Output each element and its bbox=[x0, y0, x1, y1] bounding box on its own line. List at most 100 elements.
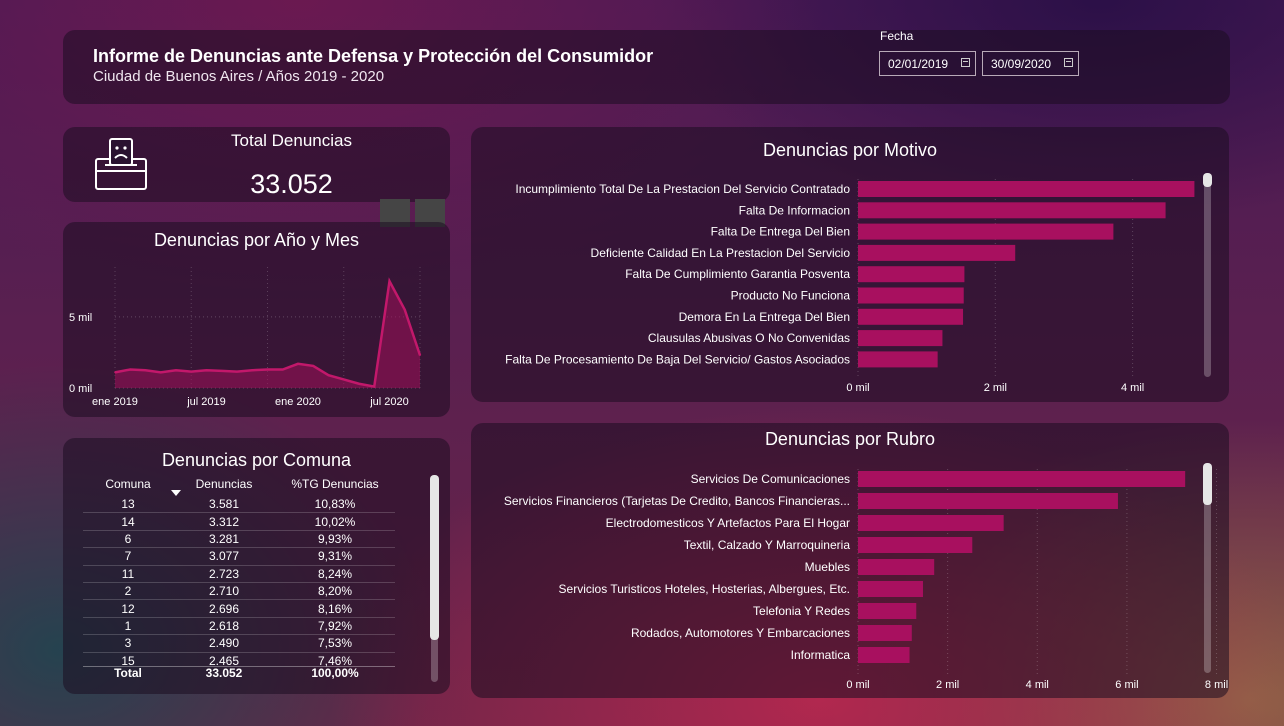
comuna-cell: 1 bbox=[83, 617, 173, 636]
column-header-comuna[interactable]: Comuna bbox=[105, 477, 151, 491]
bar bbox=[858, 471, 1186, 487]
x-tick-label: jul 2019 bbox=[186, 396, 226, 408]
denuncias-cell: 3.312 bbox=[173, 512, 275, 531]
table-row[interactable]: 3 2.490 7,53% bbox=[83, 634, 395, 653]
denuncias-cell: 2.465 bbox=[208, 653, 240, 668]
pct-cell: 9,93% bbox=[275, 530, 395, 549]
table-row[interactable]: 2 2.710 8,20% bbox=[83, 582, 395, 601]
pct-cell: 10,02% bbox=[275, 512, 395, 531]
category-label: Falta De Procesamiento De Baja Del Servi… bbox=[505, 352, 850, 366]
comuna-cell: 13 bbox=[83, 496, 173, 514]
area-fill bbox=[115, 281, 420, 388]
pct-cell: 7,92% bbox=[275, 617, 395, 636]
table-row[interactable]: 11 2.723 8,24% bbox=[83, 565, 395, 583]
table-row[interactable]: 6 3.281 9,93% bbox=[83, 530, 395, 549]
denuncias-cell: 3.581 bbox=[173, 496, 275, 514]
x-tick-label: 4 mil bbox=[1026, 679, 1049, 691]
pct-cell: 8,16% bbox=[275, 599, 395, 618]
sort-desc-icon[interactable] bbox=[171, 490, 181, 496]
denuncias-cell: 2.710 bbox=[173, 582, 275, 601]
x-tick-label: 4 mil bbox=[1121, 382, 1144, 394]
category-label: Incumplimiento Total De La Prestacion De… bbox=[515, 182, 850, 196]
denuncias-cell: 3.077 bbox=[173, 547, 275, 566]
column-header-denuncias[interactable]: Denuncias bbox=[171, 472, 275, 496]
category-label: Falta De Informacion bbox=[739, 203, 850, 217]
data-point bbox=[175, 369, 177, 372]
comuna-cell: 2 bbox=[83, 582, 173, 601]
bar bbox=[858, 223, 1114, 240]
sad-ballot-box-icon bbox=[95, 138, 147, 190]
x-tick-label: 2 mil bbox=[936, 679, 959, 691]
rubro-scrollbar[interactable] bbox=[1203, 463, 1212, 673]
column-header-label: Denuncias bbox=[195, 477, 253, 491]
total-denuncias: 33.052 bbox=[205, 666, 243, 680]
table-row[interactable]: 14 3.312 10,02% bbox=[83, 512, 395, 531]
comuna-table-card: Denuncias por Comuna Comuna Denuncias %T… bbox=[63, 438, 450, 694]
data-point bbox=[327, 374, 330, 376]
denuncias-cell: 3.281 bbox=[173, 530, 275, 549]
x-tick-label: 0 mil bbox=[846, 679, 869, 691]
comuna-cell: 11 bbox=[83, 565, 173, 583]
kpi-title: Total Denuncias bbox=[231, 131, 352, 150]
data-point bbox=[129, 368, 132, 371]
calendar-icon[interactable] bbox=[1064, 58, 1073, 67]
bar bbox=[858, 603, 917, 619]
x-tick-label: 2 mil bbox=[984, 382, 1007, 394]
data-point bbox=[114, 371, 116, 374]
data-point bbox=[297, 363, 299, 365]
pct-cell: 8,24% bbox=[275, 565, 395, 583]
scroll-thumb[interactable] bbox=[1203, 463, 1212, 505]
data-point bbox=[312, 365, 315, 367]
scroll-thumb[interactable] bbox=[430, 475, 439, 640]
bar bbox=[858, 181, 1195, 197]
date-from-input[interactable]: 02/01/2019 bbox=[879, 51, 976, 76]
bar bbox=[858, 202, 1166, 219]
total-divider bbox=[83, 666, 395, 667]
line-chart-title: Denuncias por Año y Mes bbox=[153, 230, 360, 250]
data-point bbox=[236, 370, 238, 373]
line-chart-card: Denuncias por Año y Mes 0 mil 5 mil ene 20… bbox=[63, 222, 450, 417]
x-tick-label: ene 2019 bbox=[92, 396, 138, 408]
rubro-chart-title: Denuncias por Rubro bbox=[764, 429, 936, 449]
category-label: Falta De Cumplimiento Garantia Posventa bbox=[625, 267, 850, 281]
data-point bbox=[159, 371, 162, 374]
category-label: Informatica bbox=[791, 648, 851, 662]
bar bbox=[858, 647, 910, 663]
category-label: Producto No Funciona bbox=[731, 289, 851, 303]
rubro-bar-chart[interactable]: 0 mil 2 mil 4 mil 6 mil 8 mil Servicios De Co… bbox=[471, 423, 1229, 698]
motivo-bar-chart[interactable]: 0 mil 2 mil 4 mil Incumplimiento Total De L… bbox=[471, 127, 1229, 402]
denuncias-cell: 2.723 bbox=[173, 565, 275, 583]
category-label: Servicios Turisticos Hoteles, Hosterias,… bbox=[559, 582, 850, 596]
comuna-cell: 3 bbox=[83, 634, 173, 653]
motivo-scrollbar[interactable] bbox=[1203, 173, 1212, 377]
pct-cell: 9,31% bbox=[275, 547, 395, 566]
bar bbox=[858, 351, 938, 368]
table-row[interactable]: 7 3.077 9,31% bbox=[83, 547, 395, 566]
category-label: Electrodomesticos Y Artefactos Para El H… bbox=[606, 516, 850, 530]
data-point bbox=[419, 354, 421, 357]
table-row[interactable]: 1 2.618 7,92% bbox=[83, 617, 395, 636]
table-row[interactable]: 15 2.465 7,46% bbox=[83, 652, 395, 669]
y-tick-label: 0 mil bbox=[69, 383, 92, 395]
total-label: Total bbox=[114, 666, 142, 680]
column-header-pct[interactable]: %TG Denuncias bbox=[291, 477, 379, 491]
table-row[interactable]: 12 2.696 8,16% bbox=[83, 599, 395, 618]
denuncias-cell: 2.618 bbox=[173, 617, 275, 636]
comuna-cell: 6 bbox=[83, 530, 173, 549]
report-subtitle: Ciudad de Buenos Aires / Años 2019 - 202… bbox=[93, 68, 385, 85]
date-to-input[interactable]: 30/09/2020 bbox=[982, 51, 1079, 76]
scroll-thumb[interactable] bbox=[1203, 173, 1212, 187]
bar bbox=[858, 287, 964, 304]
data-point bbox=[373, 385, 376, 388]
table-scrollbar[interactable] bbox=[430, 475, 439, 682]
calendar-icon[interactable] bbox=[961, 58, 970, 67]
x-tick-label: ene 2020 bbox=[275, 396, 321, 408]
motivo-chart-card: Denuncias por Motivo 0 mil 2 mil 4 mil Incu… bbox=[471, 127, 1229, 402]
line-chart[interactable]: 0 mil 5 mil ene 2019 jul 2019 ene 2020 jul 20… bbox=[63, 222, 450, 417]
data-point bbox=[144, 369, 147, 372]
category-label: Rodados, Automotores Y Embarcaciones bbox=[631, 626, 850, 640]
category-label: Telefonia Y Redes bbox=[753, 604, 850, 618]
table-row[interactable]: 13 3.581 10,83% bbox=[83, 496, 395, 514]
data-point bbox=[358, 382, 360, 385]
pct-cell: 7,46% bbox=[317, 653, 353, 668]
